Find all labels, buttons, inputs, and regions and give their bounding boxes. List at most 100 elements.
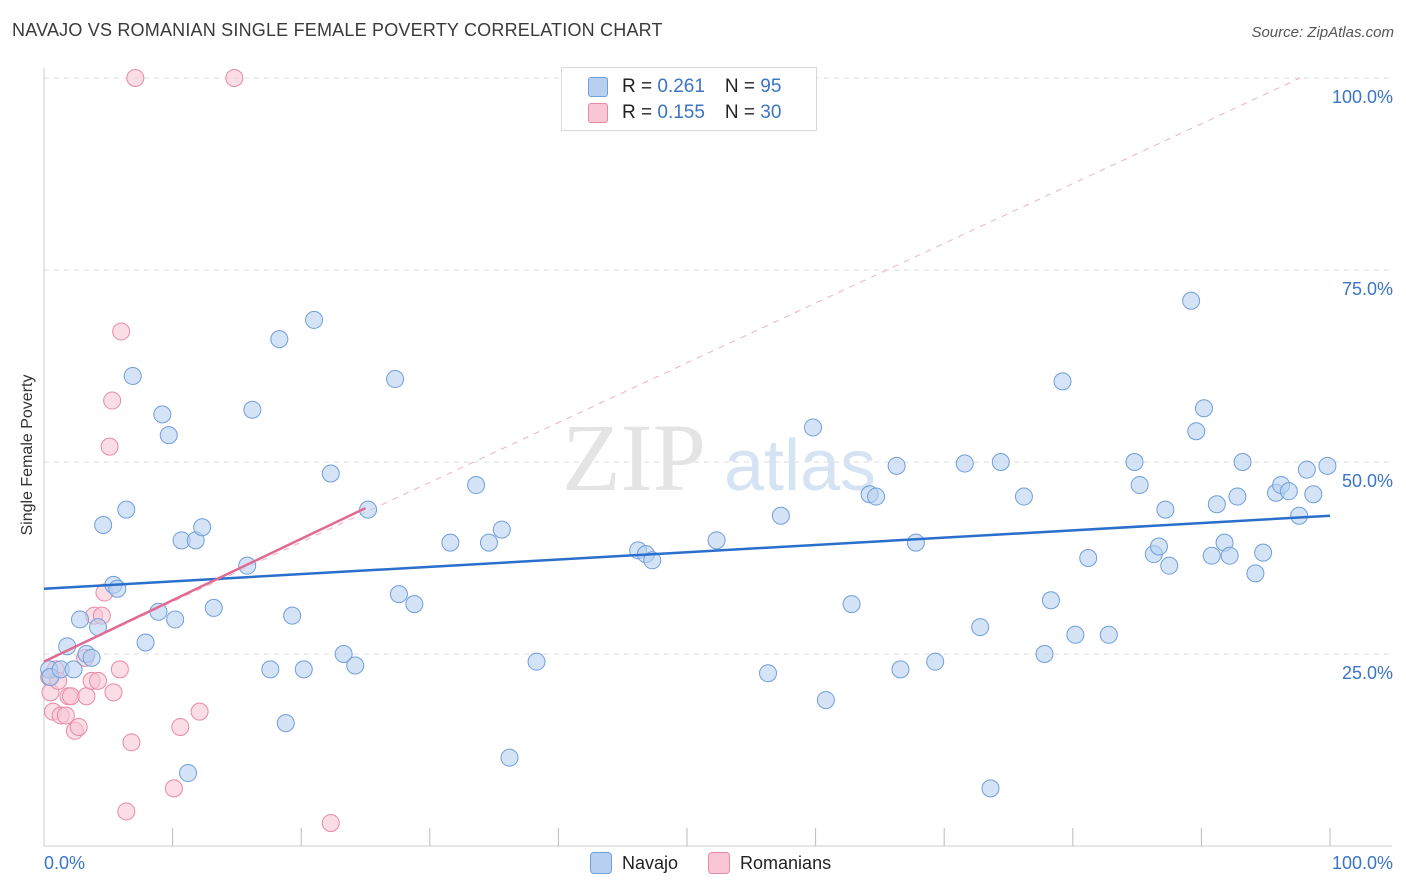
navajo-point bbox=[261, 660, 280, 679]
navajo-point bbox=[1318, 456, 1337, 475]
romanian-point bbox=[77, 687, 96, 706]
romanian-point bbox=[89, 671, 108, 690]
legend-r-value: 0.155 bbox=[657, 102, 705, 123]
legend-item-navajo[interactable]: Navajo bbox=[590, 852, 678, 874]
navajo-point bbox=[1290, 506, 1309, 525]
navajo-point bbox=[204, 598, 223, 617]
legend-n-label: N = bbox=[724, 76, 761, 97]
navajo-point bbox=[321, 464, 340, 483]
romanian-trend-line bbox=[43, 506, 367, 663]
navajo-point bbox=[955, 454, 974, 473]
navajo-point bbox=[153, 405, 172, 424]
navajo-point bbox=[276, 714, 295, 733]
trend-lines bbox=[43, 506, 1331, 663]
legend-row-romanian: R = 0.155 N = 30 bbox=[588, 101, 781, 125]
romanian-point bbox=[190, 702, 209, 721]
navajo-point bbox=[867, 487, 886, 506]
navajo-point bbox=[82, 648, 101, 667]
navajo-point bbox=[117, 500, 136, 519]
navajo-point bbox=[108, 579, 127, 598]
navajo-point bbox=[94, 515, 113, 534]
navajo-point bbox=[1160, 556, 1179, 575]
navajo-point bbox=[294, 660, 313, 679]
navajo-point bbox=[1279, 482, 1298, 501]
reference-diagonal bbox=[43, 77, 1301, 663]
navajo-point bbox=[991, 453, 1010, 471]
legend-row-navajo: R = 0.261 N = 95 bbox=[588, 75, 781, 99]
navajo-point bbox=[981, 779, 1000, 798]
navajo-point bbox=[891, 660, 910, 679]
watermark-zip: ZIP bbox=[562, 404, 706, 511]
romanian-swatch bbox=[708, 852, 731, 874]
romanian-point bbox=[164, 779, 183, 798]
legend-label-romanians: Romanians bbox=[740, 852, 832, 873]
romanian-point bbox=[117, 802, 136, 821]
romanian-point bbox=[225, 69, 244, 87]
navajo-point bbox=[1220, 546, 1239, 565]
navajo-point bbox=[804, 418, 823, 437]
romanian-point bbox=[104, 683, 123, 702]
romanian-point bbox=[56, 706, 75, 725]
correlation-legend: R = 0.261 N = 95 R = 0.155 N = 30 bbox=[561, 67, 817, 131]
navajo-point bbox=[243, 400, 262, 419]
navajo-point bbox=[492, 520, 511, 539]
navajo-point bbox=[1233, 453, 1252, 471]
romanian-point bbox=[62, 687, 81, 706]
navajo-point bbox=[467, 476, 486, 495]
romanian-point bbox=[110, 660, 129, 679]
navajo-point bbox=[1182, 291, 1201, 310]
navajo-point bbox=[159, 426, 178, 445]
navajo-point bbox=[1207, 495, 1226, 514]
navajo-point bbox=[1194, 399, 1213, 418]
navajo-point bbox=[346, 656, 365, 675]
navajo-point bbox=[166, 610, 185, 629]
watermark: ZIP atlas bbox=[562, 404, 876, 511]
navajo-point bbox=[527, 652, 546, 671]
navajo-point bbox=[842, 595, 861, 614]
navajo-point bbox=[334, 645, 353, 663]
navajo-point bbox=[906, 533, 925, 552]
navajo-point bbox=[1304, 485, 1323, 504]
navajo-trend-line bbox=[43, 514, 1331, 590]
axes bbox=[43, 68, 1392, 847]
navajo-point bbox=[386, 370, 405, 389]
navajo-swatch bbox=[588, 77, 608, 97]
navajo-point bbox=[759, 664, 778, 683]
y-tick-label: 75.0% bbox=[1342, 279, 1393, 299]
y-tick-label: 50.0% bbox=[1342, 471, 1393, 491]
navajo-point bbox=[1035, 645, 1054, 663]
romanian-point bbox=[100, 437, 119, 456]
legend-label-navajo: Navajo bbox=[622, 852, 679, 873]
navajo-point bbox=[1079, 549, 1098, 567]
x-tick-label-min: 0.0% bbox=[44, 853, 85, 873]
navajo-point bbox=[1228, 487, 1247, 506]
romanian-points bbox=[40, 69, 340, 832]
legend-item-romanians[interactable]: Romanians bbox=[708, 852, 831, 874]
y-tick-label: 25.0% bbox=[1342, 663, 1393, 683]
navajo-point bbox=[1053, 372, 1072, 391]
navajo-point bbox=[123, 366, 142, 385]
chart-title: NAVAJO VS ROMANIAN SINGLE FEMALE POVERTY… bbox=[12, 20, 663, 40]
tick-labels: 25.0% 50.0% 75.0% 100.0% 0.0% 100.0% bbox=[44, 87, 1393, 873]
navajo-point bbox=[816, 691, 835, 710]
legend-n-value: 30 bbox=[760, 102, 782, 123]
legend-r-value: 0.261 bbox=[657, 76, 705, 97]
navajo-point bbox=[441, 533, 460, 552]
navajo-point bbox=[479, 533, 498, 552]
navajo-point bbox=[71, 610, 90, 629]
navajo-point bbox=[389, 585, 408, 604]
romanian-point bbox=[122, 733, 141, 752]
navajo-points bbox=[40, 291, 1337, 798]
series-legend: Navajo Romanians bbox=[590, 852, 861, 874]
romanian-point bbox=[126, 69, 145, 87]
navajo-point bbox=[283, 606, 302, 625]
navajo-point bbox=[643, 551, 662, 570]
navajo-point bbox=[1099, 625, 1118, 644]
navajo-point bbox=[305, 310, 324, 329]
reference-line bbox=[43, 77, 1301, 663]
legend-n-value: 95 bbox=[760, 76, 782, 97]
navajo-point bbox=[500, 748, 519, 767]
navajo-point bbox=[1187, 422, 1206, 441]
legend-n-label: N = bbox=[724, 102, 761, 123]
